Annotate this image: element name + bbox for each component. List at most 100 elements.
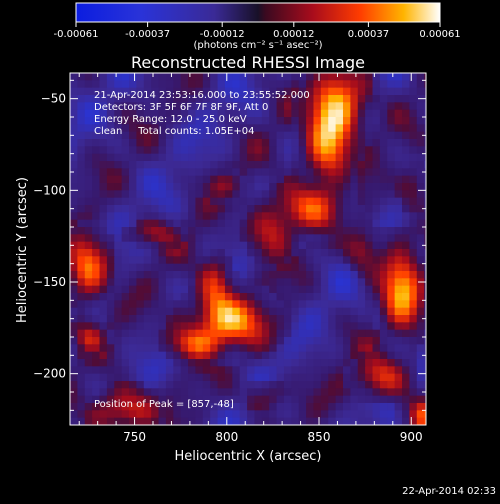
heatmap-cell xyxy=(335,87,344,96)
heatmap-cell xyxy=(306,315,315,323)
heatmap-cell xyxy=(151,234,160,243)
heatmap-cell xyxy=(210,102,219,111)
heatmap-cell xyxy=(151,183,160,191)
heatmap-cell xyxy=(247,315,256,323)
heatmap-cell xyxy=(217,337,226,345)
heatmap-cell xyxy=(409,109,418,118)
heatmap-cell xyxy=(416,124,425,133)
heatmap-cell xyxy=(188,315,197,323)
heatmap-cell xyxy=(158,102,167,111)
heatmap-cell xyxy=(291,315,300,323)
heatmap-cell xyxy=(365,219,374,228)
heatmap-cell xyxy=(313,307,322,316)
heatmap-cell xyxy=(313,417,322,425)
heatmap-cell xyxy=(121,410,130,419)
heatmap-cell xyxy=(180,241,189,250)
heatmap-cell xyxy=(173,153,182,162)
heatmap-cell xyxy=(387,278,396,287)
heatmap-cell xyxy=(342,256,351,265)
heatmap-cell xyxy=(416,102,425,111)
heatmap-cell xyxy=(217,410,226,419)
heatmap-cell xyxy=(394,410,403,419)
heatmap-cell xyxy=(416,388,425,397)
heatmap-cell xyxy=(357,205,366,213)
heatmap-cell xyxy=(70,256,78,265)
heatmap-cell xyxy=(114,285,123,294)
heatmap-cell xyxy=(269,212,278,221)
heatmap-cell xyxy=(276,227,285,235)
heatmap-cell xyxy=(254,190,263,199)
heatmap-cell xyxy=(143,117,152,125)
heatmap-cell xyxy=(276,249,285,257)
heatmap-cell xyxy=(328,234,337,243)
heatmap-cell xyxy=(188,168,197,177)
heatmap-cell xyxy=(224,351,233,360)
heatmap-cell xyxy=(402,102,410,111)
heatmap-cell xyxy=(217,307,226,316)
heatmap-cell xyxy=(365,425,373,433)
heatmap-cell xyxy=(158,219,167,228)
heatmap-cell xyxy=(402,403,410,411)
heatmap-cell xyxy=(210,249,219,257)
heatmap-cell xyxy=(210,109,219,118)
heatmap-cell xyxy=(357,241,366,250)
heatmap-cell xyxy=(313,263,322,272)
heatmap-cell xyxy=(136,227,145,235)
heatmap-cell xyxy=(343,425,351,433)
heatmap-cell xyxy=(202,403,211,411)
heatmap-cell xyxy=(239,205,248,213)
heatmap-cell xyxy=(291,87,300,96)
heatmap-cell xyxy=(320,175,329,184)
heatmap-cell xyxy=(365,139,374,147)
heatmap-cell xyxy=(261,344,270,353)
heatmap-cell xyxy=(129,395,138,404)
heatmap-cell xyxy=(372,337,381,345)
heatmap-cell xyxy=(121,117,130,125)
heatmap-cell xyxy=(387,241,396,250)
heatmap-cell xyxy=(269,175,278,184)
heatmap-cell xyxy=(84,146,93,155)
heatmap-cell xyxy=(313,359,322,367)
heatmap-cell xyxy=(70,249,78,257)
heatmap-cell xyxy=(136,241,145,250)
heatmap-cell xyxy=(306,403,315,411)
heatmap-cell xyxy=(92,227,101,235)
heatmap-cell xyxy=(217,146,226,155)
heatmap-cell xyxy=(328,322,337,331)
heatmap-cell xyxy=(165,285,174,294)
heatmap-cell xyxy=(365,241,374,250)
heatmap-cell xyxy=(173,124,182,133)
heatmap-cell xyxy=(114,366,123,375)
heatmap-cell xyxy=(387,124,396,133)
heatmap-cell xyxy=(372,212,381,221)
heatmap-cell xyxy=(151,87,160,96)
heatmap-cell xyxy=(99,293,108,301)
heatmap-cell xyxy=(173,146,182,155)
heatmap-cell xyxy=(247,344,256,353)
heatmap-cell xyxy=(195,271,204,279)
heatmap-cell xyxy=(350,381,359,389)
heatmap-cell xyxy=(129,131,138,140)
heatmap-cell xyxy=(121,183,130,191)
heatmap-cell xyxy=(106,131,115,140)
heatmap-cell xyxy=(402,117,410,125)
heatmap-cell xyxy=(239,285,248,294)
heatmap-cell xyxy=(180,87,189,96)
heatmap-cell xyxy=(180,131,189,140)
heatmap-cell xyxy=(276,278,285,287)
heatmap-cell xyxy=(188,307,197,316)
heatmap-cell xyxy=(298,381,307,389)
heatmap-cell xyxy=(387,322,396,331)
heatmap-cell xyxy=(298,117,307,125)
heatmap-cell xyxy=(379,109,388,118)
heatmap-cell xyxy=(409,417,418,425)
heatmap-cell xyxy=(151,285,160,294)
heatmap-cell xyxy=(77,263,86,272)
heatmap-cell xyxy=(77,183,86,191)
heatmap-cell xyxy=(173,307,182,316)
heatmap-cell xyxy=(114,403,123,411)
heatmap-cell xyxy=(416,131,425,140)
heatmap-cell xyxy=(320,146,329,155)
heatmap-cell xyxy=(158,234,167,243)
heatmap-cell xyxy=(195,73,204,81)
